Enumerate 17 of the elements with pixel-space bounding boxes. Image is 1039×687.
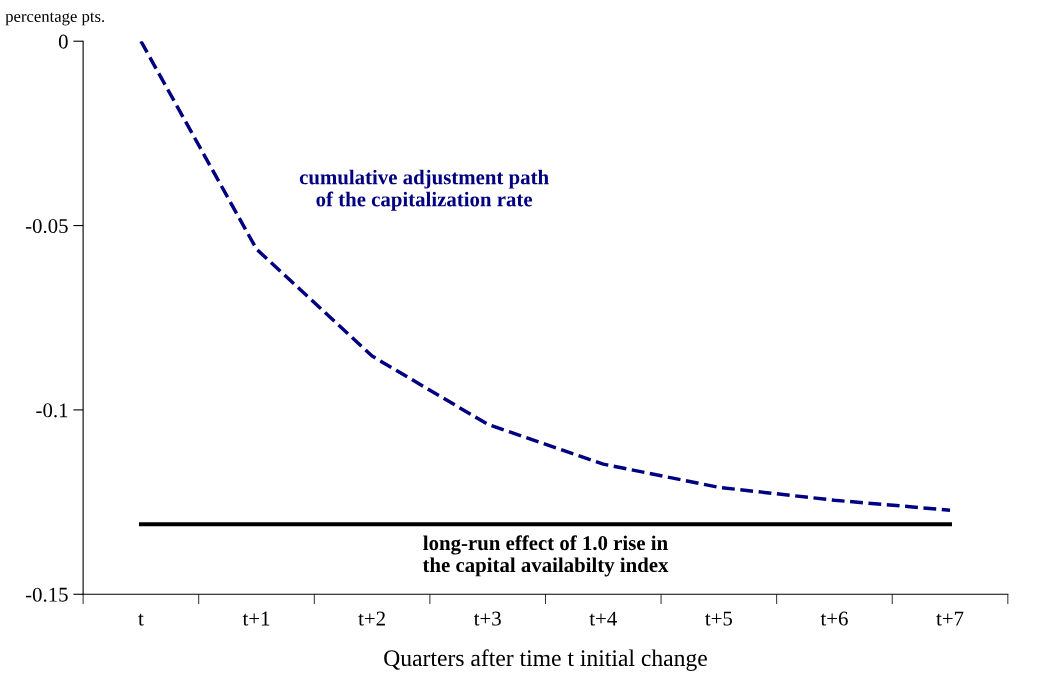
- y-axis-title: percentage pts.: [5, 12, 105, 26]
- x-axis-title: Quarters after time t initial change: [384, 649, 707, 671]
- y-tick-label: -0.15: [25, 587, 68, 602]
- series-label: long-run effect of 1.0 rise in the capital availabilty index: [422, 535, 669, 577]
- x-tick-label: t+7: [936, 611, 964, 626]
- x-tick-label: t+4: [589, 611, 617, 626]
- x-tick-label: t: [138, 613, 144, 626]
- x-tick-label: t+2: [358, 611, 385, 626]
- text: cumulative adjustment path of the capitalization rate: [299, 169, 549, 211]
- x-tick-label: t+5: [705, 611, 733, 626]
- line-series: [139, 41, 952, 512]
- y-tick-label: 0: [58, 34, 68, 49]
- x-tick-label: t+3: [473, 611, 501, 626]
- y-tick-label: -0.1: [36, 403, 68, 418]
- y-tick-label: -0.05: [25, 218, 68, 234]
- x-tick-label: t+1: [242, 611, 270, 626]
- x-tick-label: t+6: [820, 611, 848, 626]
